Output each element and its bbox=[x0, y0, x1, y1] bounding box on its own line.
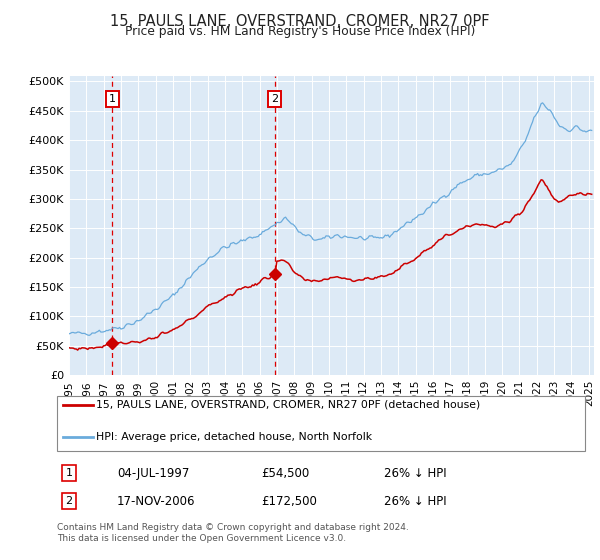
Text: 17-NOV-2006: 17-NOV-2006 bbox=[117, 494, 196, 508]
Text: 04-JUL-1997: 04-JUL-1997 bbox=[117, 466, 190, 480]
Text: 15, PAULS LANE, OVERSTRAND, CROMER, NR27 0PF: 15, PAULS LANE, OVERSTRAND, CROMER, NR27… bbox=[110, 14, 490, 29]
Text: £54,500: £54,500 bbox=[261, 466, 309, 480]
Text: 26% ↓ HPI: 26% ↓ HPI bbox=[384, 466, 446, 480]
Text: 26% ↓ HPI: 26% ↓ HPI bbox=[384, 494, 446, 508]
Text: Contains HM Land Registry data © Crown copyright and database right 2024.: Contains HM Land Registry data © Crown c… bbox=[57, 523, 409, 532]
Text: 2: 2 bbox=[271, 94, 278, 104]
Text: 2: 2 bbox=[65, 496, 73, 506]
Text: £172,500: £172,500 bbox=[261, 494, 317, 508]
Text: 1: 1 bbox=[109, 94, 116, 104]
Text: 1: 1 bbox=[65, 468, 73, 478]
Text: Price paid vs. HM Land Registry's House Price Index (HPI): Price paid vs. HM Land Registry's House … bbox=[125, 25, 475, 38]
Text: 15, PAULS LANE, OVERSTRAND, CROMER, NR27 0PF (detached house): 15, PAULS LANE, OVERSTRAND, CROMER, NR27… bbox=[96, 400, 480, 410]
Text: HPI: Average price, detached house, North Norfolk: HPI: Average price, detached house, Nort… bbox=[96, 432, 372, 442]
Text: This data is licensed under the Open Government Licence v3.0.: This data is licensed under the Open Gov… bbox=[57, 534, 346, 543]
